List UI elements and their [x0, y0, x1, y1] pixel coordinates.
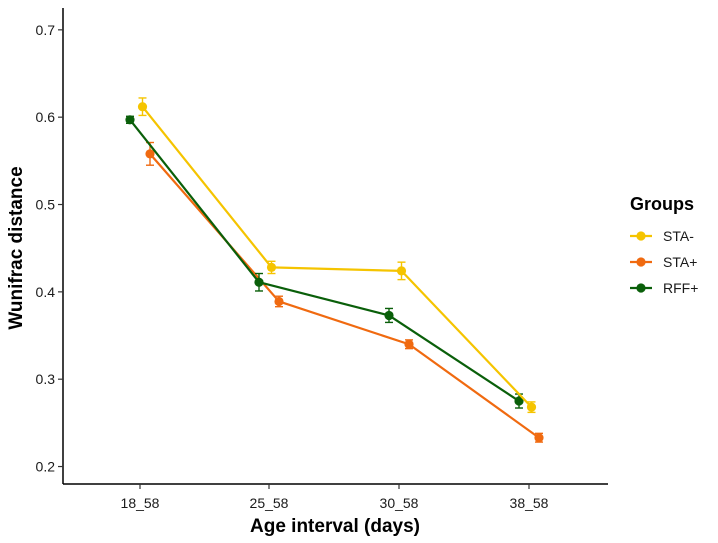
data-point [526, 402, 537, 412]
x-axis-title: Age interval (days) [250, 516, 420, 537]
legend-items: STA- STA+ RFF+ [630, 228, 698, 296]
series-STA+ [145, 141, 544, 443]
series-line [129, 119, 520, 402]
data-point [266, 262, 277, 272]
legend-label: STA- [663, 228, 694, 244]
x-tick-label: 38_58 [510, 495, 549, 511]
legend-label: STA+ [663, 254, 697, 270]
series-layer [125, 97, 544, 443]
y-tick-label: 0.4 [36, 284, 56, 300]
legend-item-STA-: STA- [630, 228, 694, 244]
series-RFF+ [125, 115, 524, 409]
data-point [274, 296, 284, 307]
legend-item-STA+: STA+ [630, 254, 697, 270]
legend-label: RFF+ [663, 280, 698, 296]
y-tick-label: 0.2 [36, 459, 56, 475]
x-tick-label: 25_58 [250, 495, 289, 511]
legend-swatch-point [636, 257, 646, 267]
series-STA- [137, 97, 537, 414]
data-point [404, 339, 414, 349]
data-point [384, 310, 394, 321]
y-ticks: 0.2 0.3 0.4 0.5 0.6 0.7 [36, 22, 63, 475]
series-line [149, 153, 540, 439]
legend-item-RFF+: RFF+ [630, 280, 698, 296]
y-tick-label: 0.5 [36, 197, 56, 213]
x-tick-label: 18_58 [121, 495, 160, 511]
legend-swatch-point [636, 283, 646, 293]
data-point [514, 396, 524, 406]
x-ticks: 18_58 25_58 30_58 38_58 [121, 484, 549, 511]
data-point [145, 149, 155, 159]
data-point [534, 433, 544, 443]
legend-title: Groups [630, 194, 694, 214]
y-tick-label: 0.6 [36, 109, 56, 125]
data-point [137, 102, 148, 112]
axes [62, 8, 608, 485]
y-tick-label: 0.7 [36, 22, 56, 38]
series-line [141, 106, 533, 408]
data-point [125, 115, 135, 125]
legend-swatch-point [636, 231, 646, 241]
data-point [396, 266, 407, 276]
y-axis-title: Wunifrac distance [6, 166, 27, 329]
data-point [254, 277, 264, 287]
legend: Groups STA- STA+ RFF+ [630, 194, 698, 296]
x-tick-label: 30_58 [380, 495, 419, 511]
y-tick-label: 0.3 [36, 371, 56, 387]
